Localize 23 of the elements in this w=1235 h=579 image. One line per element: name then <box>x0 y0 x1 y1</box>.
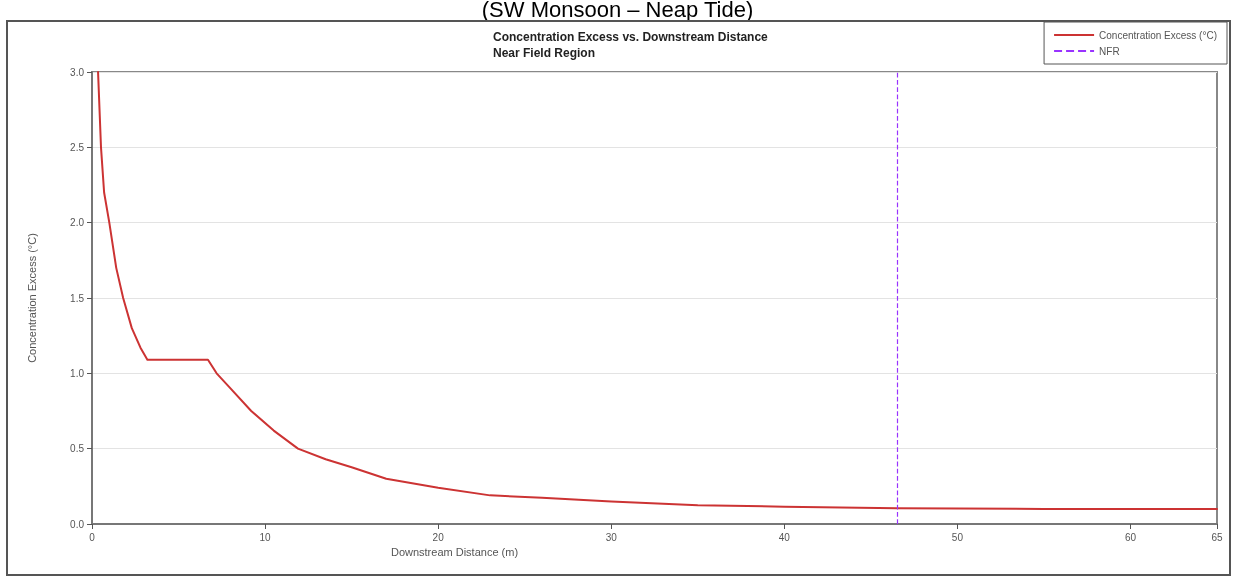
chart-title: Concentration Excess vs. Downstream Distance <box>493 30 769 44</box>
x-tick-label: 10 <box>259 531 272 543</box>
x-axis-title: Downstream Distance (m) <box>390 546 519 559</box>
y-tick-label: 2.0 <box>70 217 85 229</box>
y-tick-label: 1.5 <box>70 292 85 304</box>
x-tick-label: 30 <box>605 531 618 543</box>
legend-label: Concentration Excess (°C) <box>1099 29 1218 41</box>
y-axis-title: Concentration Excess (°C) <box>25 233 38 363</box>
x-tick-label: 50 <box>951 531 964 543</box>
x-tick-label: 40 <box>778 531 791 543</box>
y-tick-label: 0.5 <box>70 443 85 455</box>
x-tick-label: 60 <box>1124 531 1137 543</box>
legend-label: NFR <box>1099 45 1120 57</box>
y-tick-label: 0.0 <box>70 518 85 530</box>
y-tick-label: 2.5 <box>70 141 85 153</box>
x-tick-label: 20 <box>432 531 445 543</box>
y-tick-label: 1.0 <box>70 367 85 379</box>
text: (SW Monsoon – Neap Tide) <box>480 0 755 22</box>
chart-subtitle: Near Field Region <box>493 46 596 60</box>
y-tick-label: 3.0 <box>70 66 85 78</box>
x-tick-label: 65 <box>1211 531 1223 543</box>
x-tick-label: 0 <box>89 531 96 543</box>
line-series <box>97 71 1218 510</box>
